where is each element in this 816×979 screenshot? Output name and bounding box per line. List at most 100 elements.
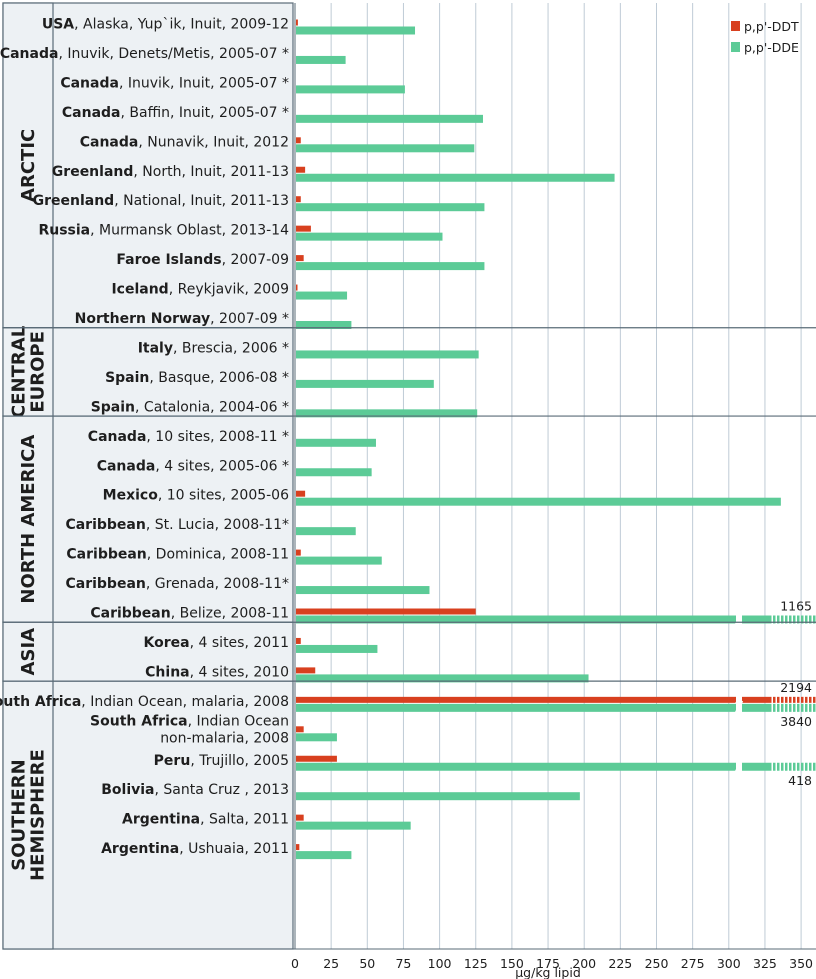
- row-label: Argentina, Ushuaia, 2011: [101, 841, 289, 857]
- region-label: ASIA: [18, 628, 39, 676]
- row-label: Caribbean, Grenada, 2008-11*: [65, 576, 289, 592]
- dde-bar: [296, 851, 352, 860]
- ddt-bar: [296, 667, 316, 674]
- ddt-bar-dash: [773, 696, 776, 703]
- dde-bar: [296, 203, 485, 212]
- ddt-value-label: 2194: [780, 680, 812, 695]
- dde-bar-dash: [781, 703, 784, 712]
- dde-bar: [296, 762, 736, 771]
- ddt-bar: [296, 284, 298, 291]
- row-label: Canada, Baffin, Inuit, 2005-07 *: [62, 105, 289, 121]
- region-stripe: [2, 680, 54, 950]
- dde-bar-dash: [809, 762, 812, 771]
- dde-bar-dash: [781, 615, 784, 624]
- row-label: USA, Alaska, Yup`ik, Inuit, 2009-12: [42, 17, 289, 33]
- legend-label-ddt: p,p'-DDT: [744, 19, 799, 34]
- dde-bar-dash: [793, 762, 796, 771]
- x-tick-label: 300: [717, 956, 741, 971]
- dde-bar-continued: [742, 615, 769, 624]
- x-tick-label: 75: [395, 956, 411, 971]
- dde-bar-dash: [813, 615, 816, 624]
- dde-bar-dash: [805, 703, 808, 712]
- axis-break-mark: [733, 759, 744, 775]
- dde-bar-dash: [769, 703, 772, 712]
- row-label: Canada, Inuvik, Inuit, 2005-07 *: [60, 75, 289, 91]
- dde-bar-dash: [789, 762, 792, 771]
- dde-bar-dash: [813, 762, 816, 771]
- x-tick-label: 50: [359, 956, 375, 971]
- axis-break-mark: [733, 693, 744, 707]
- row-label-line2: non-malaria, 2008: [160, 730, 289, 746]
- row-label: Iceland, Reykjavik, 2009: [111, 282, 289, 298]
- dde-bar: [296, 173, 615, 182]
- dde-bar: [296, 291, 348, 300]
- ddt-bar: [296, 726, 304, 733]
- row-label: Russia, Murmansk Oblast, 2013-14: [38, 223, 289, 239]
- x-axis-title: µg/kg lipid: [515, 965, 581, 979]
- x-tick-label: 225: [608, 956, 632, 971]
- x-tick-label: 100: [428, 956, 452, 971]
- dde-bar-dash: [773, 703, 776, 712]
- row-label: Greenland, National, Inuit, 2011-13: [33, 193, 289, 209]
- row-label: Faroe Islands, 2007-09: [116, 252, 289, 268]
- row-label: Northern Norway, 2007-09 *: [75, 311, 289, 327]
- legend-swatch-dde: [731, 42, 740, 52]
- dde-bar: [296, 497, 781, 506]
- x-tick-label: 125: [464, 956, 488, 971]
- dde-bar: [296, 350, 479, 359]
- dde-bar-dash: [785, 762, 788, 771]
- ddt-bar-continued: [742, 696, 769, 703]
- x-tick-label: 325: [753, 956, 777, 971]
- ddt-bar-dash: [813, 696, 816, 703]
- dde-bar: [296, 733, 337, 742]
- ddt-bar-dash: [805, 696, 808, 703]
- ddt-bar: [296, 844, 300, 851]
- dde-value-label: 418: [788, 773, 812, 788]
- ddt-bar-dash: [793, 696, 796, 703]
- x-tick-label: 200: [572, 956, 596, 971]
- ddt-bar: [296, 255, 304, 262]
- ddt-bar: [296, 137, 301, 144]
- dde-bar-dash: [797, 615, 800, 624]
- dde-bar: [296, 644, 378, 653]
- ddt-bar: [296, 196, 301, 203]
- ddt-bar: [296, 696, 736, 703]
- x-tick-label: 275: [681, 956, 705, 971]
- ddt-bar: [296, 755, 337, 762]
- row-label: Korea, 4 sites, 2011: [144, 635, 289, 651]
- x-tick-label: 175: [536, 956, 560, 971]
- dde-bar: [296, 232, 443, 241]
- dde-bar-dash: [813, 703, 816, 712]
- dde-bar-dash: [809, 703, 812, 712]
- dde-bar: [296, 114, 483, 123]
- region-label: SOUTHERN: [9, 759, 30, 870]
- row-label: Caribbean, St. Lucia, 2008-11*: [65, 517, 289, 533]
- dde-bar: [296, 615, 736, 624]
- region-stripe: [2, 621, 54, 682]
- dde-bar: [296, 321, 352, 329]
- row-label: South Africa, Indian Ocean, malaria, 200…: [0, 694, 289, 710]
- dde-bar-dash: [769, 762, 772, 771]
- ddt-bar: [296, 225, 311, 232]
- legend-swatch-ddt: [731, 21, 740, 31]
- row-label: Peru, Trujillo, 2005: [154, 753, 289, 769]
- dde-bar: [296, 85, 405, 94]
- row-label: South Africa, Indian Ocean: [90, 713, 289, 729]
- row-label: Caribbean, Dominica, 2008-11: [66, 547, 289, 563]
- row-label: Canada, 4 sites, 2005-06 *: [97, 458, 289, 474]
- dde-bar-dash: [801, 762, 804, 771]
- row-label: Spain, Catalonia, 2004-06 *: [91, 399, 289, 415]
- region-label: NORTH AMERICA: [18, 435, 39, 604]
- dde-bar: [296, 527, 356, 536]
- axis-break-mark: [733, 700, 744, 716]
- row-label: Caribbean, Belize, 2008-11: [90, 606, 289, 622]
- ddt-bar-dash: [809, 696, 812, 703]
- x-tick-label: 150: [500, 956, 524, 971]
- ddt-bar-dash: [769, 696, 772, 703]
- row-label: Greenland, North, Inuit, 2011-13: [52, 164, 289, 180]
- dde-bar-dash: [785, 615, 788, 624]
- dde-bar: [296, 792, 580, 801]
- dde-bar-dash: [789, 615, 792, 624]
- row-label: Argentina, Salta, 2011: [122, 812, 289, 828]
- dde-bar: [296, 586, 430, 595]
